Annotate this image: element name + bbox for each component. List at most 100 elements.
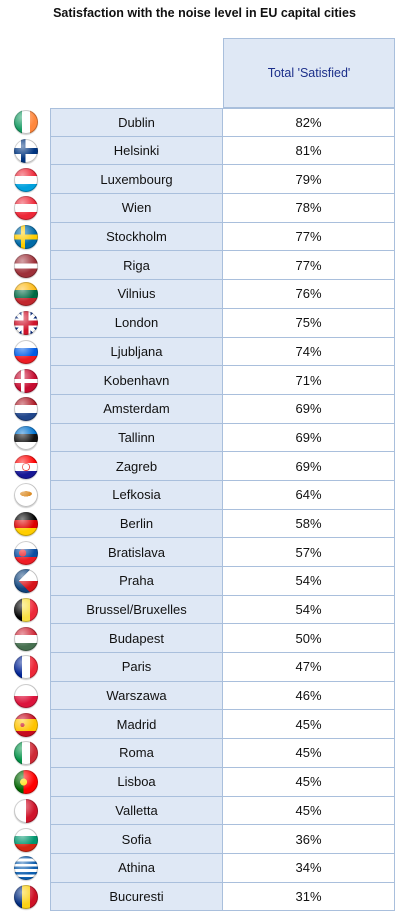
italy-flag-icon <box>14 741 38 766</box>
satisfied-value: 58% <box>223 509 395 539</box>
satisfied-value: 78% <box>223 194 395 223</box>
flag-cell <box>14 223 50 252</box>
croatia-flag-icon <box>14 454 38 479</box>
satisfied-value: 82% <box>223 108 395 137</box>
spain-flag-icon <box>14 712 38 737</box>
satisfied-value: 36% <box>223 825 395 854</box>
table-row: Roma 45% <box>14 739 395 768</box>
czechia-flag-icon <box>14 569 38 594</box>
city-label: Madrid <box>50 710 223 740</box>
city-label: London <box>50 308 223 338</box>
table-body: Dublin 82% Helsinki 81% Luxembourg 79% Wien 78%… <box>14 108 395 912</box>
flag-cell <box>14 395 50 424</box>
city-label: Wien <box>50 194 223 223</box>
table-row: Zagreb 69% <box>14 452 395 481</box>
flag-cell <box>14 108 50 137</box>
flag-cell <box>14 682 50 711</box>
satisfied-value: 81% <box>223 136 395 166</box>
header-flag-spacer <box>14 38 50 108</box>
table-row: Athina 34% <box>14 853 395 883</box>
table-row: Budapest 50% <box>14 624 395 654</box>
city-label: Ljubljana <box>50 337 223 367</box>
satisfied-value: 31% <box>223 882 395 912</box>
table-row: Vilnius 76% <box>14 280 395 309</box>
table-row: Madrid 45% <box>14 710 395 740</box>
table-header-row: Total 'Satisfied' <box>14 38 395 108</box>
satisfied-value: 54% <box>223 595 395 625</box>
flag-cell <box>14 165 50 194</box>
flag-cell <box>14 481 50 510</box>
sweden-flag-icon <box>14 225 38 250</box>
flag-cell <box>14 624 50 653</box>
city-label: Amsterdam <box>50 394 223 424</box>
malta-flag-icon <box>14 798 38 823</box>
flag-cell <box>14 567 50 596</box>
city-label: Paris <box>50 653 223 682</box>
satisfied-value: 76% <box>223 280 395 309</box>
city-label: Kobenhavn <box>50 366 223 395</box>
city-label: Tallinn <box>50 423 223 453</box>
satisfied-value: 71% <box>223 366 395 395</box>
romania-flag-icon <box>14 884 38 909</box>
flag-cell <box>14 768 50 797</box>
flag-cell <box>14 825 50 854</box>
flag-cell <box>14 452 50 481</box>
table-row: Stockholm 77% <box>14 222 395 252</box>
satisfied-value: 75% <box>223 308 395 338</box>
portugal-flag-icon <box>14 770 38 795</box>
city-label: Lefkosia <box>50 480 223 510</box>
finland-flag-icon <box>14 139 38 164</box>
satisfied-value: 79% <box>223 165 395 195</box>
cyprus-flag-icon <box>14 483 38 508</box>
satisfied-value: 74% <box>223 337 395 367</box>
satisfied-value: 34% <box>223 853 395 883</box>
table-row: Lefkosia 64% <box>14 480 395 510</box>
flag-cell <box>14 366 50 395</box>
city-label: Roma <box>50 739 223 768</box>
satisfied-value: 50% <box>223 624 395 654</box>
lithuania-flag-icon <box>14 282 38 307</box>
flag-cell <box>14 797 50 826</box>
city-label: Praha <box>50 567 223 596</box>
satisfied-value: 45% <box>223 710 395 740</box>
table-row: Bratislava 57% <box>14 538 395 567</box>
satisfied-value: 69% <box>223 452 395 481</box>
city-label: Riga <box>50 251 223 281</box>
estonia-flag-icon <box>14 425 38 450</box>
city-label: Zagreb <box>50 452 223 481</box>
table-row: Brussel/Bruxelles 54% <box>14 595 395 625</box>
table-row: Paris 47% <box>14 653 395 682</box>
belgium-flag-icon <box>14 598 38 623</box>
table-row: Dublin 82% <box>14 108 395 137</box>
flag-cell <box>14 137 50 166</box>
chart-title: Satisfaction with the noise level in EU … <box>53 6 356 20</box>
table-row: Valletta 45% <box>14 796 395 826</box>
table-row: Lisboa 45% <box>14 767 395 797</box>
satisfied-value: 45% <box>223 796 395 826</box>
denmark-flag-icon <box>14 368 38 393</box>
city-label: Lisboa <box>50 767 223 797</box>
table-row: Praha 54% <box>14 567 395 596</box>
hungary-flag-icon <box>14 626 38 651</box>
flag-cell <box>14 883 50 912</box>
slovenia-flag-icon <box>14 339 38 364</box>
satisfied-value: 57% <box>223 538 395 567</box>
poland-flag-icon <box>14 684 38 709</box>
luxembourg-flag-icon <box>14 167 38 192</box>
city-label: Budapest <box>50 624 223 654</box>
table-row: Ljubljana 74% <box>14 337 395 367</box>
city-label: Brussel/Bruxelles <box>50 595 223 625</box>
satisfaction-table: Total 'Satisfied' Dublin 82% Helsinki 81% Lu… <box>14 38 395 912</box>
city-label: Valletta <box>50 796 223 826</box>
satisfied-value: 64% <box>223 480 395 510</box>
france-flag-icon <box>14 655 38 680</box>
satisfied-value: 77% <box>223 251 395 281</box>
city-label: Warszawa <box>50 681 223 711</box>
flag-cell <box>14 653 50 682</box>
satisfied-value: 77% <box>223 222 395 252</box>
greece-flag-icon <box>14 856 38 881</box>
satisfied-value: 54% <box>223 567 395 596</box>
city-label: Dublin <box>50 108 223 137</box>
table-row: Tallinn 69% <box>14 423 395 453</box>
table-row: Warszawa 46% <box>14 681 395 711</box>
